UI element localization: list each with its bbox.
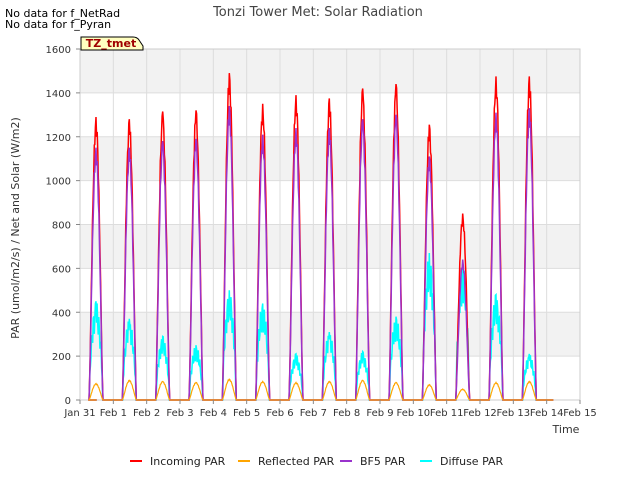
x-tick-label: Feb 10 [397, 408, 431, 419]
y-axis-label: PAR (umol/m2/s) / Net and Solar (W/m2) [9, 117, 22, 339]
x-tick-label: Feb 13 [497, 408, 531, 419]
y-tick-label: 0 [65, 396, 71, 407]
y-tick-label: 800 [52, 221, 71, 232]
y-tick-label: 1000 [46, 177, 71, 188]
x-tick-label: Feb 6 [266, 408, 293, 419]
x-tick-label: Feb 9 [366, 408, 393, 419]
axes: 0 200 400 600 800 1000 1200 1400 1600 Jan 31 Feb 1… [46, 45, 597, 419]
no-data-note-pyran: No data for f_Pyran [5, 18, 112, 31]
x-tick-label: Feb 5 [233, 408, 260, 419]
x-tick-label: Feb 1 [100, 408, 127, 419]
x-tick-label: Feb 11 [430, 408, 464, 419]
x-tick-label: Feb 2 [133, 408, 160, 419]
tz-badge-label: TZ_tmet [86, 37, 136, 50]
x-tick-label: Jan 31 [63, 408, 95, 419]
series-lines [88, 73, 554, 401]
legend-label: BF5 PAR [360, 455, 406, 468]
plot-band [80, 356, 580, 400]
legend: Incoming PAR Reflected PAR BF5 PAR Diffuse … [130, 455, 504, 468]
x-tick-label: Feb 7 [300, 408, 327, 419]
plot-band [80, 49, 580, 93]
series-line-reflected-par [88, 378, 554, 401]
tz-badge: TZ_tmet [80, 36, 144, 51]
legend-label: Diffuse PAR [440, 455, 504, 468]
x-tick-label: Feb 14 [530, 408, 564, 419]
y-tick-label: 600 [52, 264, 71, 275]
y-tick-label: 200 [52, 352, 71, 363]
no-data-note-netrad: No data for f_NetRad [5, 7, 121, 20]
y-tick-label: 1400 [46, 89, 71, 100]
x-tick-label: Feb 3 [166, 408, 193, 419]
x-tick-label: Feb 12 [463, 408, 497, 419]
plot-band [80, 268, 580, 313]
y-tick-label: 1200 [46, 133, 71, 144]
y-tick-label: 400 [52, 308, 71, 319]
x-tick-label: Feb 8 [333, 408, 360, 419]
legend-label: Incoming PAR [150, 455, 226, 468]
plot-band [80, 180, 580, 225]
x-tick-label: Feb 4 [200, 408, 227, 419]
x-tick-label: Feb 15 [563, 408, 597, 419]
legend-label: Reflected PAR [258, 455, 335, 468]
chart-title: Tonzi Tower Met: Solar Radiation [212, 5, 423, 20]
plot-band [80, 224, 580, 269]
x-axis-label: Time [552, 423, 580, 436]
y-tick-label: 1600 [46, 45, 71, 56]
